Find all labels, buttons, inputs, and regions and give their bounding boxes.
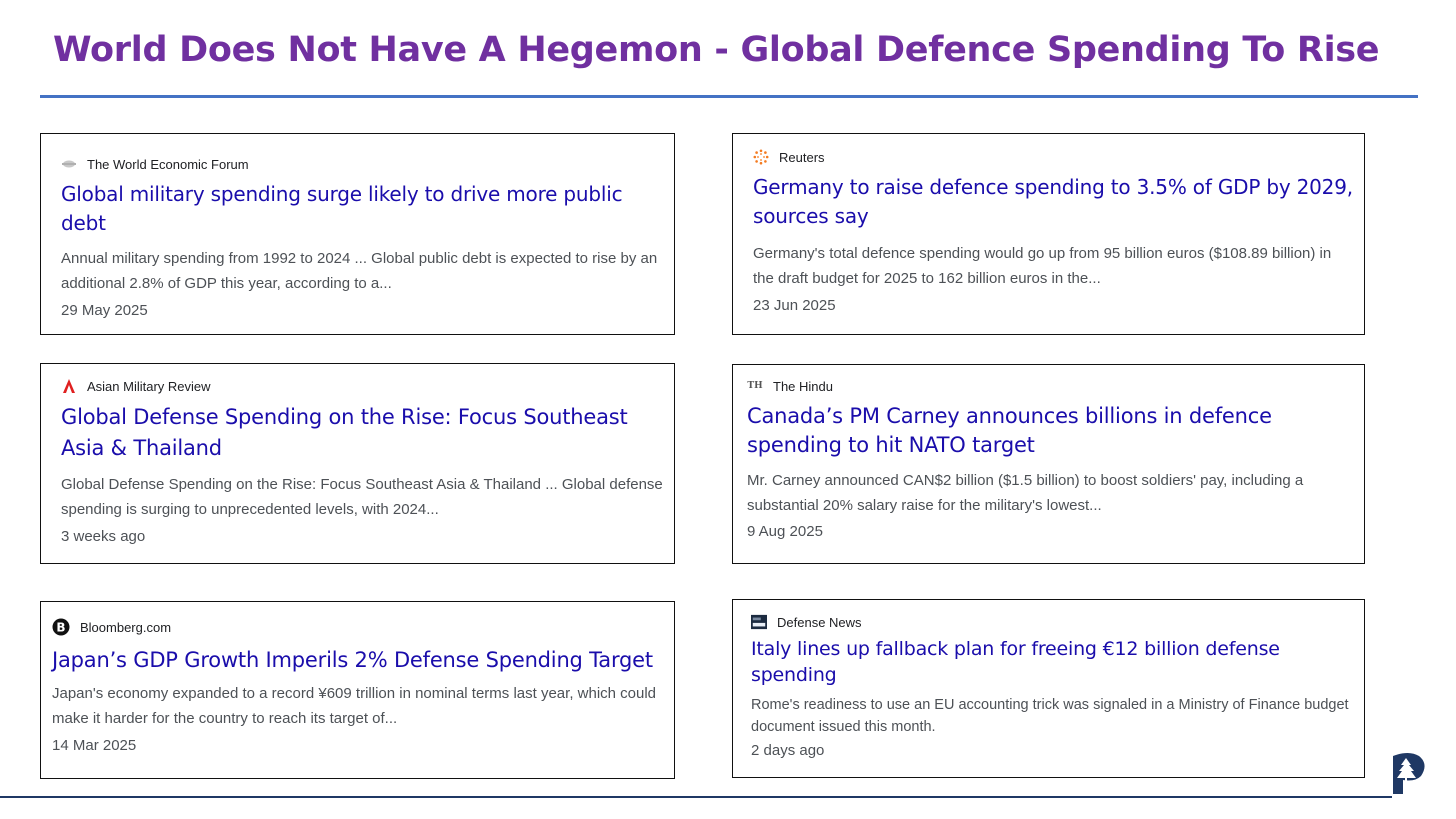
news-card-the-hindu[interactable]: TH The Hindu Canada’s PM Carney announce… (732, 364, 1365, 564)
news-date: 2 days ago (751, 742, 825, 759)
news-date: 29 May 2025 (61, 302, 148, 319)
news-source: Defense News (777, 614, 862, 630)
news-source: Bloomberg.com (80, 619, 172, 635)
news-snippet: Annual military spending from 1992 to 20… (61, 250, 658, 292)
company-logo-icon (1389, 750, 1429, 798)
news-source: The World Economic Forum (87, 156, 249, 172)
news-headline[interactable]: Germany to raise defence spending to 3.5… (753, 175, 1353, 228)
news-snippet: Rome's readiness to use an EU accounting… (751, 697, 1349, 735)
the-hindu-icon: TH (747, 381, 763, 391)
slide-title: World Does Not Have A Hegemon - Global D… (53, 30, 1380, 70)
news-date: 9 Aug 2025 (747, 523, 823, 540)
bloomberg-icon: B (52, 618, 70, 636)
news-card-reuters[interactable]: Reuters Germany to raise defence spendin… (732, 133, 1365, 335)
news-date: 23 Jun 2025 (753, 297, 836, 314)
news-source: Asian Military Review (87, 378, 211, 394)
reuters-icon (753, 149, 769, 165)
news-snippet: Germany's total defence spending would g… (753, 245, 1332, 287)
news-card-defense-news[interactable]: Defense News Italy lines up fallback pla… (732, 599, 1365, 778)
news-headline[interactable]: Global Defense Spending on the Rise: Foc… (61, 405, 628, 460)
news-snippet: Mr. Carney announced CAN$2 billion ($1.5… (747, 472, 1304, 514)
title-divider (40, 95, 1418, 98)
news-source: The Hindu (773, 378, 833, 394)
news-headline[interactable]: Global military spending surge likely to… (61, 182, 623, 235)
amr-icon (61, 378, 77, 394)
news-card-wef[interactable]: The World Economic Forum Global military… (40, 133, 675, 335)
footer-divider (0, 796, 1392, 798)
news-source: Reuters (779, 149, 825, 165)
defense-news-icon (751, 614, 767, 630)
news-snippet: Global Defense Spending on the Rise: Foc… (61, 476, 663, 518)
news-snippet: Japan's economy expanded to a record ¥60… (52, 685, 657, 727)
news-headline[interactable]: Japan’s GDP Growth Imperils 2% Defense S… (52, 648, 653, 672)
news-headline[interactable]: Italy lines up fallback plan for freeing… (751, 638, 1280, 686)
news-headline[interactable]: Canada’s PM Carney announces billions in… (747, 404, 1272, 457)
news-card-asian-military-review[interactable]: Asian Military Review Global Defense Spe… (40, 363, 675, 564)
news-date: 3 weeks ago (61, 528, 146, 545)
wef-icon (61, 156, 77, 172)
news-date: 14 Mar 2025 (52, 737, 137, 754)
svg-text:B: B (56, 621, 65, 635)
news-card-bloomberg[interactable]: B Bloomberg.com Japan’s GDP Growth Imper… (40, 601, 675, 779)
